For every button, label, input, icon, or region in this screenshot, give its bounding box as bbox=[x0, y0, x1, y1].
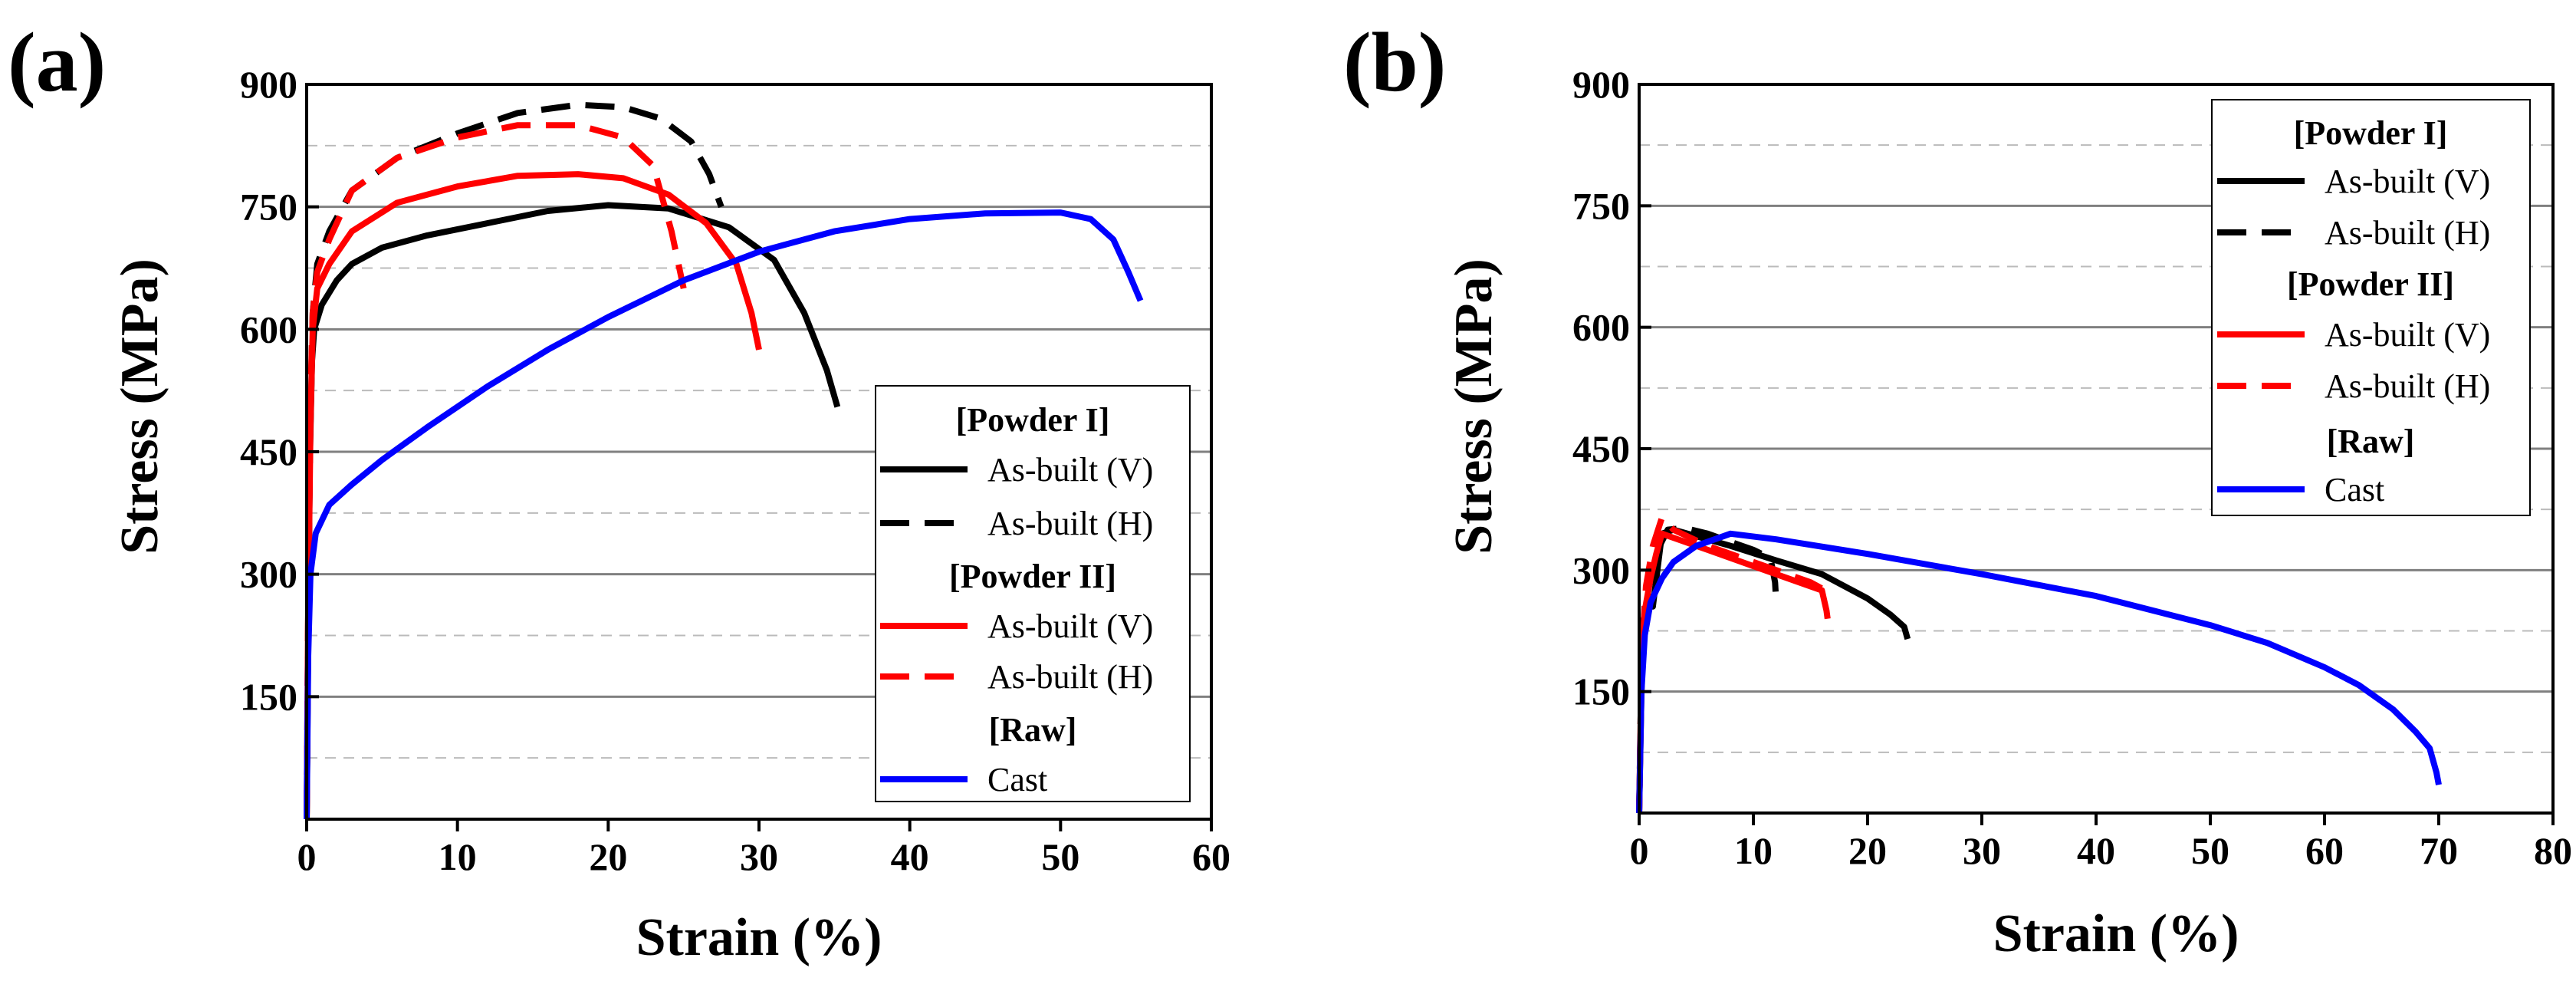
panel-a-y-tick-label: 750 bbox=[240, 186, 297, 229]
panel-a-series bbox=[304, 101, 1144, 820]
panel-a-legend-box bbox=[875, 385, 1191, 802]
panel-a-series-2-line bbox=[304, 171, 762, 820]
panel-b-legend-label-p1-v: As-built (V) bbox=[2325, 163, 2490, 200]
panel-b-legend-label-p2-v: As-built (V) bbox=[2325, 316, 2490, 354]
panel-a-x-tick-label: 40 bbox=[891, 835, 929, 878]
panel-b-x-tick-label: 30 bbox=[1963, 829, 2001, 872]
panel-b-x-tick-label: 50 bbox=[2191, 829, 2229, 872]
panel-a-series-0-line bbox=[304, 202, 841, 820]
panel-a-legend-label-p1-h: As-built (H) bbox=[987, 505, 1153, 542]
panel-a-y-tick-label: 150 bbox=[240, 675, 297, 718]
panel-a-legend-group-powder-2: [Powder II] bbox=[949, 558, 1116, 595]
panel-b-legend-group-powder-1: [Powder I] bbox=[2294, 114, 2448, 152]
panel-b-y-tick-label: 750 bbox=[1572, 184, 1630, 227]
panel-b-y-axis: 150 300 450 600 750 900 bbox=[1572, 63, 1651, 713]
panel-a-y-tick-label: 600 bbox=[240, 308, 297, 351]
panel-b-series-4-line bbox=[1636, 530, 2442, 814]
panel-a-y-axis-title: Stress (MPa) bbox=[110, 258, 169, 555]
panel-a-grid bbox=[307, 144, 1211, 759]
panel-b-y-tick-label: 600 bbox=[1572, 306, 1630, 349]
panel-a-series-1-line bbox=[304, 101, 724, 820]
panel-a-x-tick-label: 50 bbox=[1041, 835, 1079, 878]
panel-a-x-tick-label: 60 bbox=[1192, 835, 1230, 878]
panel-a-legend-label-p2-h: As-built (H) bbox=[987, 658, 1153, 696]
panel-b-legend-label-p2-h: As-built (H) bbox=[2325, 367, 2490, 405]
panel-b-x-axis: 0 10 20 30 40 50 60 70 80 bbox=[1630, 813, 2572, 872]
panel-b-legend: [Powder I] As-built (V) As-built (H) [Po… bbox=[2211, 99, 2531, 516]
panel-b-x-tick-label: 80 bbox=[2534, 829, 2572, 872]
panel-b-x-tick-label: 10 bbox=[1734, 829, 1773, 872]
panel-b-legend-box bbox=[2211, 99, 2531, 516]
panel-a-legend-label-p2-v: As-built (V) bbox=[987, 607, 1153, 645]
panel-b-y-tick-label: 900 bbox=[1572, 63, 1630, 106]
panel-a-label: (a) bbox=[8, 15, 106, 109]
panel-a-legend-label-p1-v: As-built (V) bbox=[987, 451, 1153, 489]
panel-b-legend-group-powder-2: [Powder II] bbox=[2287, 265, 2454, 303]
panel-a-series-4-line bbox=[304, 209, 1144, 820]
panel-a-x-axis-title: Strain (%) bbox=[636, 908, 882, 967]
panel-b-x-tick-label: 40 bbox=[2077, 829, 2115, 872]
panel-a-x-tick-label: 20 bbox=[589, 835, 627, 878]
panel-b-series-3-line bbox=[1636, 514, 1827, 814]
panel-a-legend-label-cast: Cast bbox=[987, 761, 1047, 798]
panel-a: (a) Stress (MPa) Strain (%) 150300450600… bbox=[8, 15, 1230, 967]
panel-b-y-tick-label: 450 bbox=[1572, 427, 1630, 470]
panel-b-legend-group-raw: [Raw] bbox=[2327, 423, 2415, 460]
panel-b-legend-label-cast: Cast bbox=[2325, 471, 2384, 509]
panel-a-legend-group-powder-1: [Powder I] bbox=[956, 401, 1110, 439]
panel-b-legend-label-p1-h: As-built (H) bbox=[2325, 214, 2490, 252]
panel-a-y-tick-label: 450 bbox=[240, 430, 297, 473]
panel-b-label: (b) bbox=[1343, 15, 1446, 109]
panel-a-y-tick-label: 300 bbox=[240, 553, 297, 596]
panel-b-series bbox=[1636, 514, 2442, 814]
panel-a-legend: [Powder I] As-built (V) As-built (H) [Po… bbox=[875, 385, 1191, 802]
panel-b-x-tick-label: 70 bbox=[2420, 829, 2458, 872]
panel-a-series-3-line bbox=[304, 122, 687, 820]
panel-a-legend-group-raw: [Raw] bbox=[989, 711, 1077, 749]
panel-b-x-axis-title: Strain (%) bbox=[1993, 904, 2239, 963]
panel-b-x-tick-label: 0 bbox=[1630, 829, 1649, 872]
panel-b-y-axis-title: Stress (MPa) bbox=[1444, 258, 1503, 555]
panel-a-x-axis: 0 10 20 30 40 50 60 bbox=[297, 819, 1230, 878]
panel-b-x-tick-label: 60 bbox=[2305, 829, 2344, 872]
panel-a-y-axis: 150 300 450 600 750 900 bbox=[240, 63, 319, 718]
panel-b-x-tick-label: 20 bbox=[1848, 829, 1887, 872]
panel-a-x-tick-label: 10 bbox=[439, 835, 477, 878]
panel-a-x-tick-label: 0 bbox=[297, 835, 317, 878]
panel-a-y-tick-label: 900 bbox=[240, 63, 297, 106]
panel-b: (b) Stress (MPa) Strain (%) 150300450600… bbox=[1343, 15, 2572, 963]
panel-b-y-tick-label: 150 bbox=[1572, 670, 1630, 713]
panel-a-x-tick-label: 30 bbox=[740, 835, 778, 878]
panel-b-y-tick-label: 300 bbox=[1572, 548, 1630, 591]
